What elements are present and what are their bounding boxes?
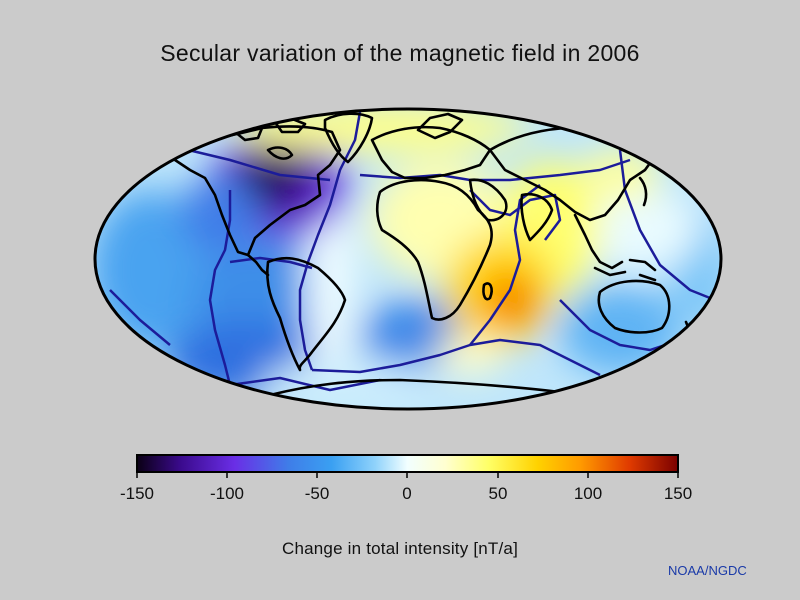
coastline-india — [520, 192, 554, 242]
colorbar-tick-label: 50 — [488, 484, 508, 503]
map-title: Secular variation of the magnetic field … — [160, 40, 640, 66]
colorbar-tick-label: 150 — [663, 484, 693, 503]
colorbar-tick-label: 0 — [402, 484, 412, 503]
colorbar-tick-label: -100 — [209, 484, 245, 503]
coastline-japan — [638, 176, 648, 207]
plate-boundary-antarctic — [229, 376, 381, 392]
coastline-arabia — [468, 178, 508, 222]
colorbar-tick-label: -50 — [304, 484, 330, 503]
coastline-scandinavia — [416, 112, 464, 140]
coastline-hudson-bay — [266, 146, 294, 160]
coastline-greenland — [323, 112, 374, 164]
plate-boundaries — [109, 111, 716, 392]
colorbar-label: Change in total intensity [nT/a] — [281, 539, 519, 558]
colorbar-tick-label: -150 — [119, 484, 155, 503]
plate-boundary-north — [179, 146, 331, 182]
plate-boundary-south-pacific — [109, 289, 171, 346]
plate-boundary-arabian — [469, 189, 562, 241]
colorbar-tick-label: 100 — [573, 484, 603, 503]
coastline-australia — [597, 279, 671, 334]
plate-boundary-indian — [469, 184, 541, 346]
colorbar — [136, 454, 679, 473]
plate-boundary-west-pacific — [618, 149, 716, 302]
globe-outline — [93, 107, 723, 411]
colorbar-ticks — [136, 472, 679, 478]
coastline-south-america — [266, 256, 347, 372]
coastline-southeast-asia — [573, 213, 624, 270]
coastline-central-america — [246, 253, 270, 277]
credit-text: NOAA/NGDC — [668, 563, 747, 578]
secular-variation-field — [95, 109, 721, 409]
plate-boundary-pacific-east — [208, 190, 232, 386]
plate-boundary-mid-atlantic — [298, 111, 362, 371]
coastline-europe — [370, 125, 492, 180]
coastline-madagascar — [482, 282, 493, 301]
coastline-africa — [375, 178, 493, 321]
coastline-indonesia — [593, 258, 657, 282]
